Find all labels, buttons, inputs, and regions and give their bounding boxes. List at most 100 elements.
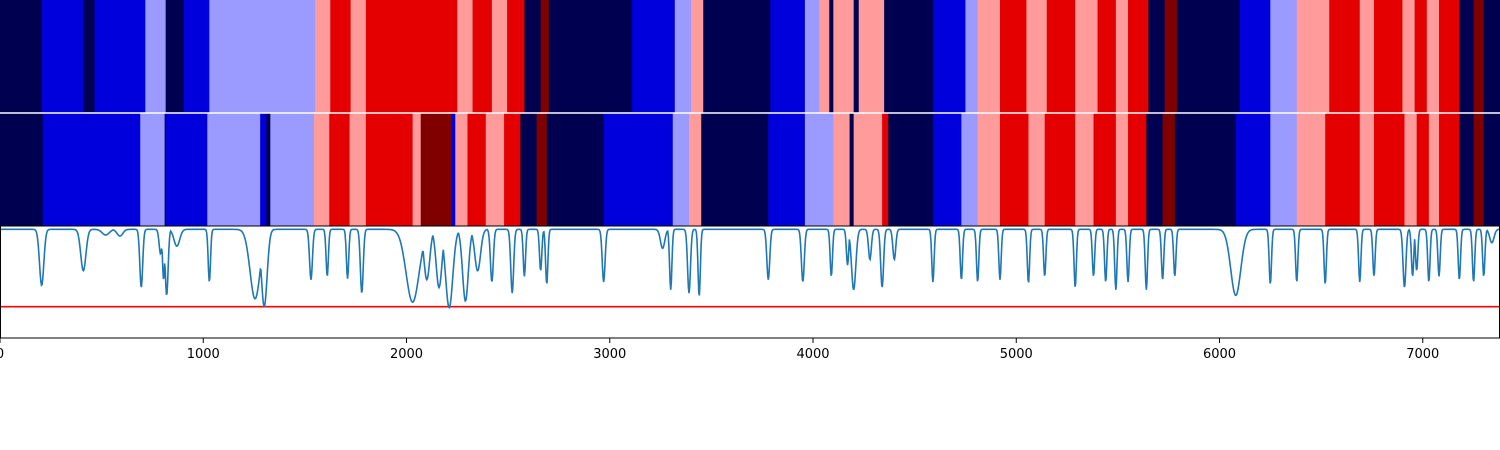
heatmap-segment [977,113,1001,226]
heatmap-segment [770,0,806,113]
heatmap-segment [632,0,676,113]
heatmap-segment [701,113,769,226]
heatmap-segment [1148,0,1166,113]
heatmap-segment [520,113,537,226]
heatmap-segment [491,0,508,113]
x-tick-label: 1000 [187,347,220,362]
x-tick-label: 4000 [796,347,829,362]
heatmap-segment [1075,113,1094,226]
heatmap-segment [888,113,934,226]
heatmap-segment [165,0,185,113]
heatmap-segment [674,0,692,113]
heatmap-segment [94,0,146,113]
heatmap-segment [853,113,883,226]
heatmap-segment [1270,113,1298,226]
x-tick-label: 0 [0,347,4,362]
heatmap-segment [350,0,367,113]
line-panel-background [0,226,1500,338]
heatmap-segment [1402,0,1416,113]
heatmap-segment [1026,0,1048,113]
heatmap-segment [1235,113,1271,226]
heatmap-segment [884,0,934,113]
heatmap-segment [819,0,830,113]
heatmap-segment [1176,0,1241,113]
heatmap-segment [83,0,95,113]
heatmap-segment [209,0,316,113]
x-tick-label: 6000 [1203,347,1236,362]
heatmap-segment [1459,0,1474,113]
heatmap-segment [504,113,521,226]
heatmap-segment [1426,0,1440,113]
heatmap-segment [349,113,367,226]
heatmap-segment [1162,113,1176,226]
heatmap-segment [164,113,167,226]
heatmap-segment [1483,113,1500,226]
heatmap-segment [1329,0,1361,113]
heatmap-segment [691,0,704,113]
heatmap-segment [849,113,855,226]
heatmap-segment [829,0,834,113]
heatmap-segment [804,0,820,113]
heatmap-segment [536,113,548,226]
heatmap-segment [768,113,806,226]
heatmap-segment [207,113,261,226]
heatmap-segment [329,113,350,226]
heatmap-segment [524,0,542,113]
signal-line [0,228,1500,309]
heatmap-segment [1373,113,1405,226]
heatmap-segment [1115,113,1129,226]
heatmap-segment [703,0,771,113]
heatmap-segment [965,0,979,113]
heatmap-segment [420,113,452,226]
heatmap-segment [1359,0,1375,113]
heatmap-rows [0,0,1500,226]
heatmap-segment [961,113,979,226]
heatmap-segment [603,113,674,226]
heatmap-segment [0,113,44,226]
heatmap-segment [1439,0,1460,113]
heatmap-segment [1296,113,1326,226]
heatmap-segment [1097,0,1117,113]
heatmap-segment [833,113,850,226]
heatmap-segment [1439,113,1460,226]
heatmap-segment [260,113,267,226]
heatmap-segment [365,113,414,226]
heatmap-segment [314,113,330,226]
heatmap-segment [1483,0,1500,113]
heatmap-segment [882,113,889,226]
x-tick-label: 7000 [1406,347,1439,362]
heatmap-segment [1270,0,1298,113]
heatmap-segment [266,113,271,226]
heatmap-segment [0,0,43,113]
heatmap-segment [858,0,885,113]
x-tick-label: 2000 [390,347,423,362]
heatmap-segment [853,0,860,113]
heatmap-segment [1416,113,1430,226]
heatmap-segment [365,0,458,113]
heatmap-segment [546,113,605,226]
heatmap-segment [1414,0,1428,113]
heatmap-row-2 [0,113,1500,226]
heatmap-segment [140,113,166,226]
heatmap-segment [1146,113,1164,226]
heatmap-segment [165,113,208,226]
heatmap-segment [270,113,315,226]
heatmap-segment [1459,113,1474,226]
heatmap-segment [42,113,141,226]
heatmap-segment [145,0,167,113]
heatmap-segment [1028,113,1046,226]
heatmap-segment [1373,0,1403,113]
heatmap-segment [467,113,487,226]
heatmap-segment [1428,113,1440,226]
heatmap-segment [1115,0,1129,113]
heatmap-segment [540,0,550,113]
heatmap-segment [977,0,1001,113]
heatmap-segment [1075,0,1098,113]
heatmap-segment [1046,0,1076,113]
heatmap-segment [932,0,966,113]
x-tick-label: 3000 [593,347,626,362]
heatmap-segment [1404,113,1418,226]
heatmap-segment [451,113,456,226]
heatmap-row-1 [0,0,1500,113]
